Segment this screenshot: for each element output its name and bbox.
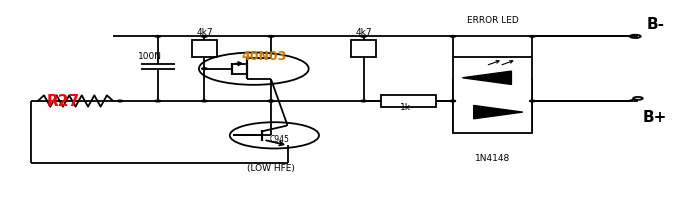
Circle shape <box>202 68 207 69</box>
Bar <box>381 95 436 107</box>
Circle shape <box>268 36 274 37</box>
Circle shape <box>155 100 161 102</box>
Text: R27: R27 <box>47 94 80 108</box>
Circle shape <box>268 100 274 102</box>
Circle shape <box>361 36 366 37</box>
Bar <box>351 40 376 57</box>
Text: 1N4148: 1N4148 <box>475 154 510 163</box>
Circle shape <box>530 100 535 102</box>
Polygon shape <box>462 71 511 84</box>
Circle shape <box>530 36 535 37</box>
Polygon shape <box>473 105 523 119</box>
Circle shape <box>450 36 456 37</box>
Text: (LOW HFE): (LOW HFE) <box>247 164 295 173</box>
Text: 4k7: 4k7 <box>355 28 372 37</box>
Circle shape <box>361 100 366 102</box>
Circle shape <box>202 100 207 102</box>
Text: 100N: 100N <box>138 52 161 61</box>
Text: 4k7: 4k7 <box>196 28 213 37</box>
Circle shape <box>202 36 207 37</box>
Circle shape <box>117 100 123 102</box>
Text: ERROR LED: ERROR LED <box>466 16 519 25</box>
Text: B+: B+ <box>643 110 667 125</box>
Circle shape <box>155 36 161 37</box>
Text: C945: C945 <box>270 135 289 144</box>
Bar <box>453 57 532 133</box>
Text: 40N03: 40N03 <box>241 50 287 63</box>
Circle shape <box>268 100 274 102</box>
Circle shape <box>450 100 456 102</box>
Text: 1k: 1k <box>400 103 411 112</box>
Text: B-: B- <box>646 17 664 32</box>
Bar <box>192 40 217 57</box>
